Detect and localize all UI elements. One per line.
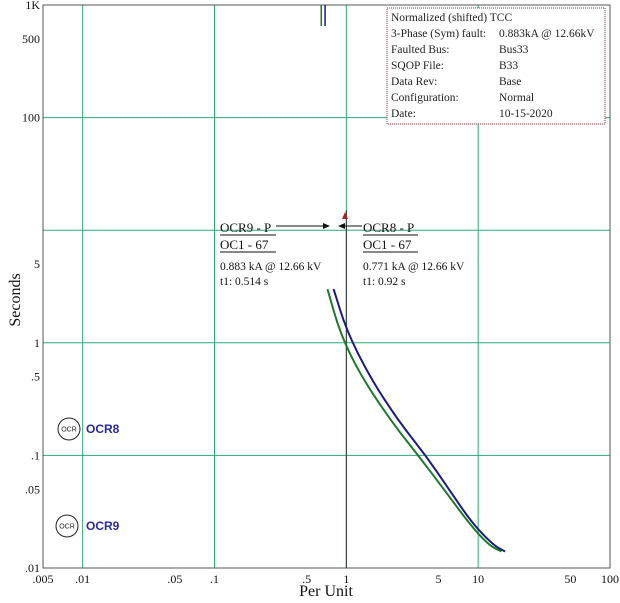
y-tick-label: 100	[22, 111, 40, 125]
info-value: 10-15-2020	[499, 108, 553, 120]
y-tick-label: .05	[25, 482, 40, 496]
y-tick-label: .01	[25, 561, 40, 575]
x-tick-label: .5	[302, 572, 311, 586]
y-axis-title: Seconds	[7, 273, 24, 326]
relay-symbol-label: OCR	[61, 427, 77, 434]
info-box-frame	[386, 7, 606, 125]
ann-ocr9-line3: 0.883 kA @ 12.66 kV	[220, 261, 322, 273]
info-key: Configuration:	[391, 92, 459, 104]
y-tick-label: .5	[31, 370, 40, 384]
x-tick-label: 10	[472, 572, 484, 586]
annotation-ocr8: OCR8 - P OC1 - 67 0.771 kA @ 12.66 kV t1…	[338, 212, 465, 288]
y-tick-label: 1	[34, 336, 40, 350]
device-label-ocr9[interactable]: OCR9	[86, 519, 120, 533]
curve-ocr8[interactable]	[332, 288, 506, 553]
device-label-ocr8[interactable]: OCR8	[86, 422, 120, 436]
fault-info-box: Normalized (shifted) TCC 3-Phase (Sym) fa…	[386, 7, 606, 125]
relay-icon	[55, 514, 79, 538]
ann-ocr9-line1: OCR9 - P	[220, 220, 271, 235]
info-key: SQOP File:	[391, 60, 444, 72]
y-tick-label: .1	[31, 448, 40, 462]
y-tick-label: 1K	[25, 0, 40, 12]
plot-frame	[42, 4, 611, 569]
curves	[320, 5, 506, 553]
x-tick-label: 100	[601, 572, 619, 586]
ann-ocr8-line4: t1: 0.92 s	[363, 276, 406, 288]
info-value: Bus33	[499, 44, 529, 56]
ann-ocr9-line2: OC1 - 67	[220, 237, 269, 252]
ann-ocr8-line1: OCR8 - P	[363, 220, 414, 235]
info-value: B33	[499, 60, 518, 72]
annotation-ocr9: OCR9 - P OC1 - 67 0.883 kA @ 12.66 kV t1…	[220, 220, 330, 288]
x-axis-title: Per Unit	[299, 583, 353, 600]
y-tick-label: 500	[22, 32, 40, 46]
info-value: 0.883kA @ 12.66kV	[499, 28, 595, 40]
arrow-up-icon	[342, 212, 348, 219]
info-value: Base	[499, 76, 521, 88]
arrow-right-icon	[323, 223, 330, 229]
arrow-left-icon	[338, 223, 345, 229]
relay-icon	[57, 417, 81, 441]
x-tick-label: .01	[75, 572, 90, 586]
x-tick-label: 1	[343, 572, 349, 586]
relay-symbol-label: OCR	[59, 524, 75, 531]
info-key: 3-Phase (Sym) fault:	[391, 28, 486, 40]
x-tick-label: .005	[33, 572, 54, 586]
ann-ocr8-line3: 0.771 kA @ 12.66 kV	[363, 261, 465, 273]
y-tick-label: 5	[34, 257, 40, 271]
x-tick-label: .1	[210, 572, 219, 586]
x-tick-label: .05	[167, 572, 182, 586]
info-key: Faulted Bus:	[391, 44, 449, 56]
x-tick-label: 5	[435, 572, 441, 586]
info-key: Date:	[391, 108, 416, 120]
info-key: Normalized (shifted) TCC	[391, 12, 512, 24]
curve-ocr9[interactable]	[326, 288, 502, 553]
device-marker-ocr8[interactable]: OCR OCR8	[57, 417, 120, 441]
device-marker-ocr9[interactable]: OCR OCR9	[55, 514, 120, 538]
info-key: Data Rev:	[391, 76, 437, 88]
ann-ocr9-line4: t1: 0.514 s	[220, 276, 269, 288]
y-tick-labels: .01 .05 .1 .5 1 5 100 500 1K	[22, 0, 40, 575]
x-tick-label: 50	[564, 572, 576, 586]
info-value: Normal	[499, 92, 534, 104]
ann-ocr8-line2: OC1 - 67	[363, 237, 412, 252]
x-tick-labels: .005 .01 .05 .1 .5 1 5 10 50 100	[33, 572, 620, 586]
